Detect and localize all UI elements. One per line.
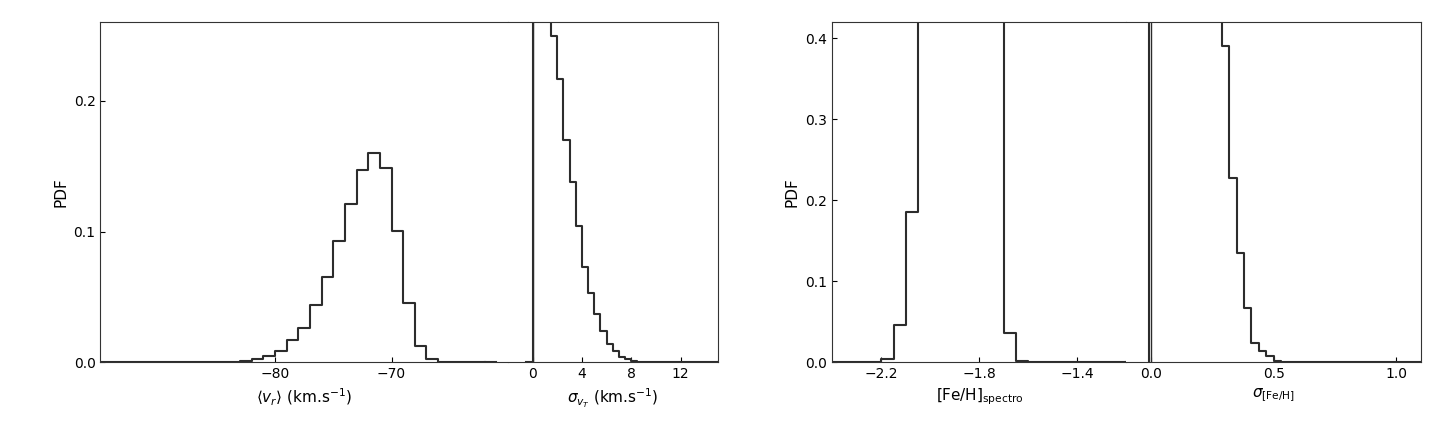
Y-axis label: PDF: PDF: [785, 177, 799, 207]
Y-axis label: PDF: PDF: [53, 177, 67, 207]
X-axis label: $\langle v_r \rangle$ (km.s$^{-1}$): $\langle v_r \rangle$ (km.s$^{-1}$): [257, 387, 352, 408]
X-axis label: $\sigma_{\rm [Fe/H]}$: $\sigma_{\rm [Fe/H]}$: [1251, 387, 1296, 404]
X-axis label: $\sigma_{v_T}$ (km.s$^{-1}$): $\sigma_{v_T}$ (km.s$^{-1}$): [567, 387, 659, 410]
X-axis label: [Fe/H]$_{\rm spectro}$: [Fe/H]$_{\rm spectro}$: [936, 387, 1023, 408]
